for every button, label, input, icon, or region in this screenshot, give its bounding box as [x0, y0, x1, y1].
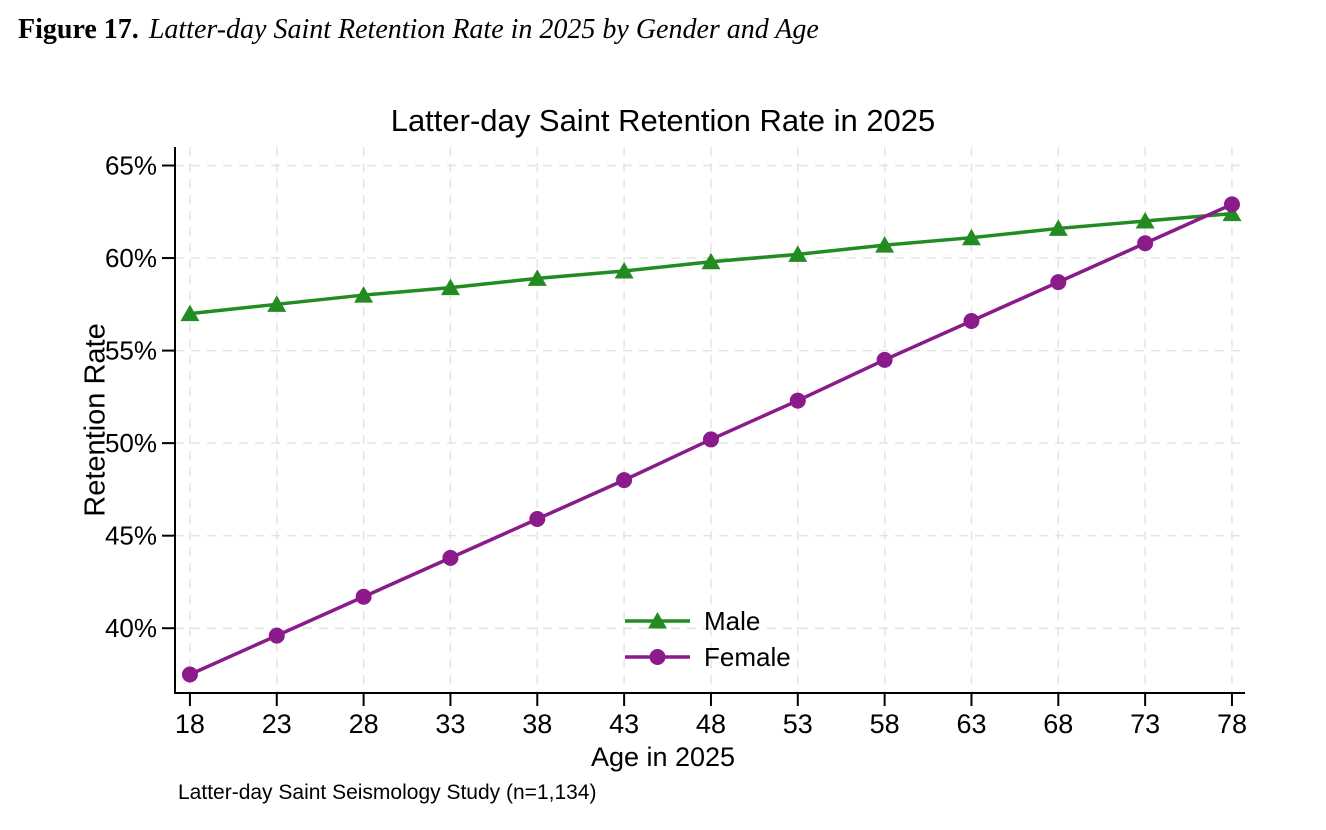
x-tick-label: 53 [783, 709, 813, 739]
x-tick-label: 33 [435, 709, 465, 739]
x-tick-label: 43 [609, 709, 639, 739]
y-tick-label: 55% [105, 336, 157, 366]
female-marker [1223, 196, 1240, 213]
male-marker [267, 295, 287, 312]
female-marker [442, 549, 459, 566]
male-marker [1222, 204, 1242, 222]
female-marker [789, 392, 806, 409]
y-tick-label: 40% [105, 613, 157, 643]
male-marker [527, 269, 547, 286]
x-tick-label: 18 [175, 709, 205, 739]
legend-label-female: Female [704, 642, 791, 672]
female-marker [1137, 235, 1154, 252]
legend-label-male: Male [704, 606, 760, 636]
source-note: Latter-day Saint Seismology Study (n=1,1… [178, 781, 597, 804]
legend-marker-male [648, 612, 667, 629]
male-marker [1135, 212, 1155, 229]
female-marker [702, 431, 719, 448]
male-marker [354, 286, 374, 303]
legend-marker-female [649, 649, 666, 665]
y-axis-label: Retention Rate [79, 323, 112, 517]
figure-caption-title: Latter-day Saint Retention Rate in 2025 … [148, 14, 819, 45]
female-marker [1050, 274, 1067, 291]
male-marker [788, 245, 808, 262]
x-axis-label: Age in 2025 [590, 742, 736, 772]
female-marker [529, 511, 546, 528]
y-tick-label: 50% [105, 428, 157, 458]
female-marker [876, 351, 893, 368]
x-tick-label: 63 [956, 709, 986, 739]
x-tick-label: 58 [870, 709, 900, 739]
x-tick-label: 28 [349, 709, 379, 739]
y-tick-label: 45% [105, 521, 157, 551]
female-marker [355, 588, 372, 605]
figure-caption-number: Figure 17. [18, 14, 139, 45]
x-tick-label: 23 [262, 709, 292, 739]
male-marker [701, 252, 721, 270]
male-marker [614, 262, 634, 279]
female-marker [268, 627, 285, 644]
x-tick-label: 68 [1043, 709, 1073, 739]
y-tick-label: 60% [105, 243, 157, 273]
x-tick-label: 48 [696, 709, 726, 739]
x-tick-label: 38 [522, 709, 552, 739]
chart-title: Latter-day Saint Retention Rate in 2025 [390, 103, 936, 138]
female-marker [181, 666, 198, 683]
female-marker [963, 312, 980, 329]
y-tick-label: 65% [105, 151, 157, 181]
x-tick-label: 78 [1217, 709, 1247, 739]
x-tick-label: 73 [1130, 709, 1160, 739]
figure-caption: Figure 17. Latter-day Saint Retention Rat… [18, 14, 819, 46]
male-marker [961, 228, 981, 246]
male-marker [180, 304, 200, 322]
male-marker [1048, 219, 1068, 236]
male-marker [440, 278, 460, 296]
male-marker [875, 236, 895, 253]
female-marker [616, 472, 633, 489]
